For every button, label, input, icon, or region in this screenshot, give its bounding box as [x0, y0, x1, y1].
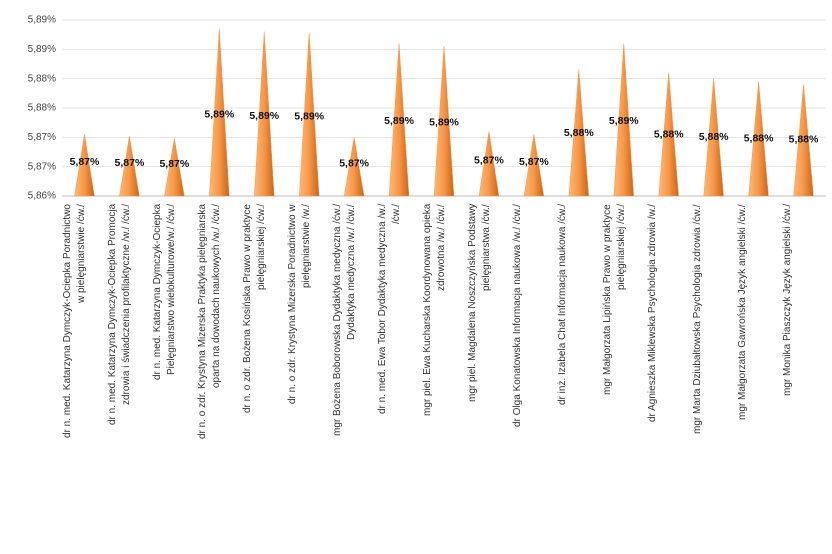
cone: [748, 81, 769, 197]
cone: [209, 28, 230, 197]
data-label: 5,88%: [699, 131, 729, 143]
cone: [793, 84, 814, 197]
y-tick-label: 5,87%: [28, 132, 56, 143]
x-tick-label: dr n. med. Katarzyna Dymczyk-Ociepka Pie…: [152, 204, 178, 381]
y-tick-label: 5,88%: [28, 73, 56, 84]
x-tick-label: dr Agnieszka Miklewska Psychologia zdrow…: [646, 204, 658, 422]
cone: [388, 43, 410, 197]
data-label: 5,89%: [204, 109, 234, 121]
cone: [299, 32, 320, 197]
cone: [478, 131, 500, 197]
x-tick-label: dr n. med. Katarzyna Dymczyk-Ociepka Pro…: [107, 204, 133, 426]
data-label: 5,87%: [339, 157, 369, 169]
data-label: 5,89%: [294, 110, 324, 122]
y-tick-label: 5,86%: [28, 191, 56, 202]
x-tick-label: dr n. o zdr. Krystyna Mizerska Praktyka …: [197, 204, 223, 440]
x-tick-label: mgr Marta Dziubałtowska Psychologia zdro…: [691, 204, 703, 434]
y-tick-label: 5,88%: [28, 103, 56, 114]
cone: [433, 46, 455, 197]
cone: [254, 31, 275, 197]
cone: [119, 136, 140, 197]
y-tick-label: 5,89%: [28, 15, 56, 26]
cone: [164, 138, 185, 197]
cone: [568, 69, 589, 197]
x-tick-label: mgr Małgorzata Gawrońska Język angielski…: [736, 204, 748, 420]
data-label: 5,89%: [384, 115, 414, 127]
cone: [523, 134, 545, 197]
y-tick-label: 5,89%: [28, 44, 56, 55]
data-label: 5,89%: [249, 110, 279, 122]
y-tick-label: 5,87%: [28, 161, 56, 172]
x-tick-label: dr n. med. Ewa Tobor Dydaktyka medyczna …: [377, 204, 403, 415]
x-tick-label: mgr Monika Piaszczyk Język angielski /ćw…: [781, 204, 793, 397]
data-label: 5,87%: [519, 156, 549, 168]
data-label: 5,88%: [564, 127, 594, 139]
data-label: 5,87%: [70, 156, 100, 168]
x-tick-label: dr inż. Izabela Chat Informacja naukowa …: [556, 204, 568, 406]
data-label: 5,88%: [744, 132, 774, 144]
data-label: 5,88%: [654, 128, 684, 140]
data-label: 5,87%: [474, 155, 504, 167]
x-tick-label: dr n. med. Katarzyna Dymczyk-Ociepka Por…: [62, 204, 88, 438]
x-tick-label: mgr piel. Magdalena Noszczyńska Podstawy…: [466, 204, 492, 403]
x-tick-label: dr Olga Konatowska Informacja naukowa /w…: [511, 204, 523, 427]
data-label: 5,89%: [609, 115, 639, 127]
cone: [658, 72, 679, 197]
x-tick-label: mgr piel. Ewa Kucharska Koordynowana opi…: [422, 204, 447, 417]
cone: [703, 78, 724, 197]
x-tick-label: mgr Bożena Boborowska Dydaktyka medyczna…: [332, 204, 358, 437]
cone: [613, 43, 634, 197]
x-tick-label: dr n. o zdr. Krystyna Mizerska Poradnict…: [287, 204, 313, 404]
cone: [74, 134, 95, 197]
x-tick-label: dr n. o zdr. Bożena Kosińska Prawo w pra…: [242, 204, 268, 413]
cone: [343, 137, 365, 197]
data-label: 5,87%: [115, 157, 145, 169]
data-label: 5,87%: [159, 158, 189, 170]
x-tick-label: mgr Małgorzata Lipińska Prawo w praktyce…: [601, 204, 627, 395]
data-label: 5,89%: [429, 116, 459, 128]
data-label: 5,88%: [789, 134, 819, 146]
